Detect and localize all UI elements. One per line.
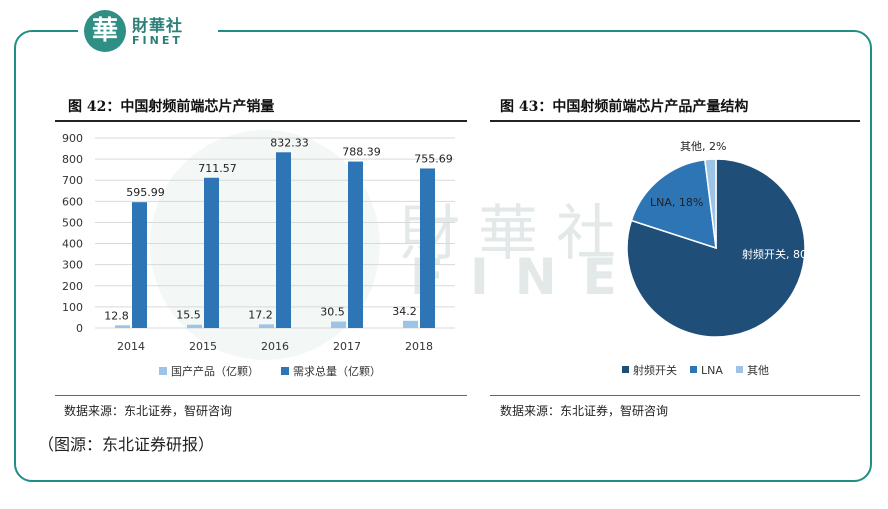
data-label-domestic: 17.2	[248, 308, 273, 321]
finet-logo: 華 財華社 FINET	[78, 6, 218, 56]
x-tick-label: 2014	[117, 340, 145, 353]
y-tick-label: 800	[62, 153, 83, 166]
right-chart-title: 图 43：中国射频前端芯片产品产量结构	[500, 99, 749, 115]
y-tick-label: 600	[62, 195, 83, 208]
legend-swatch	[690, 366, 697, 373]
logo-text-en: FINET	[132, 34, 183, 47]
bar-chart: 0 100 200 300 400 500 600 700 800 900 2014 12.8 595.…	[62, 132, 455, 378]
pie-slice	[630, 158, 717, 250]
right-source: 数据来源：东北证券，智研咨询	[500, 404, 669, 418]
data-label-domestic: 12.8	[104, 309, 129, 322]
bar-domestic	[259, 324, 274, 328]
data-label-demand: 788.39	[342, 146, 381, 159]
data-label-domestic: 15.5	[176, 309, 201, 322]
y-tick-label: 700	[62, 174, 83, 187]
y-tick-label: 400	[62, 238, 83, 251]
data-label-demand: 595.99	[126, 186, 165, 199]
data-label-domestic: 30.5	[320, 306, 345, 319]
legend-label: 其他	[747, 364, 769, 377]
bar-domestic	[331, 321, 346, 328]
bar-demand	[420, 168, 435, 328]
bar-demand	[276, 152, 291, 328]
y-tick-label: 100	[62, 301, 83, 314]
bar-domestic	[187, 324, 202, 328]
left-source: 数据来源：东北证券，智研咨询	[64, 404, 233, 418]
legend-swatch	[736, 366, 743, 373]
legend-label: LNA	[701, 364, 723, 377]
pie-data-label: 射频开关, 80%	[742, 247, 817, 261]
right-title-rule	[490, 120, 860, 122]
content-frame	[14, 30, 872, 482]
image-caption: （图源：东北证券研报）	[38, 435, 215, 454]
pie-data-label: 其他, 2%	[680, 140, 726, 153]
legend-label: 需求总量（亿颗）	[293, 364, 381, 378]
bar-domestic	[403, 320, 418, 328]
logo-text-cn: 財華社	[132, 16, 184, 35]
right-source-rule	[490, 395, 860, 396]
bar-domestic	[115, 325, 130, 328]
y-tick-label: 900	[62, 132, 83, 145]
x-tick-label: 2016	[261, 340, 289, 353]
left-source-rule	[55, 395, 467, 396]
x-tick-label: 2015	[189, 340, 217, 353]
y-tick-label: 500	[62, 216, 83, 229]
bar-demand	[132, 202, 147, 328]
left-chart-title: 图 42：中国射频前端芯片产销量	[68, 99, 275, 115]
x-tick-label: 2018	[405, 340, 433, 353]
pie-chart: 射频开关, 80% LNA, 18% 其他, 2% 射频开关 LNA 其他	[622, 140, 817, 377]
data-label-domestic: 34.2	[392, 305, 417, 318]
left-title-rule	[55, 120, 467, 122]
bar-demand	[348, 161, 363, 328]
legend-label: 射频开关	[633, 363, 677, 377]
logo-badge: 華	[84, 10, 126, 52]
x-tick-label: 2017	[333, 340, 361, 353]
bar-demand	[204, 177, 219, 328]
pie-slice	[704, 158, 717, 249]
data-label-demand: 832.33	[270, 136, 309, 149]
legend-swatch	[159, 367, 167, 375]
legend-swatch	[622, 366, 629, 373]
legend-swatch	[281, 367, 289, 375]
pie-data-label: LNA, 18%	[650, 196, 703, 209]
y-tick-label: 200	[62, 280, 83, 293]
legend-label: 国产产品（亿颗）	[171, 364, 259, 378]
data-label-demand: 755.69	[414, 152, 453, 165]
y-tick-label: 0	[76, 322, 83, 335]
y-tick-label: 300	[62, 259, 83, 272]
data-label-demand: 711.57	[198, 162, 237, 175]
